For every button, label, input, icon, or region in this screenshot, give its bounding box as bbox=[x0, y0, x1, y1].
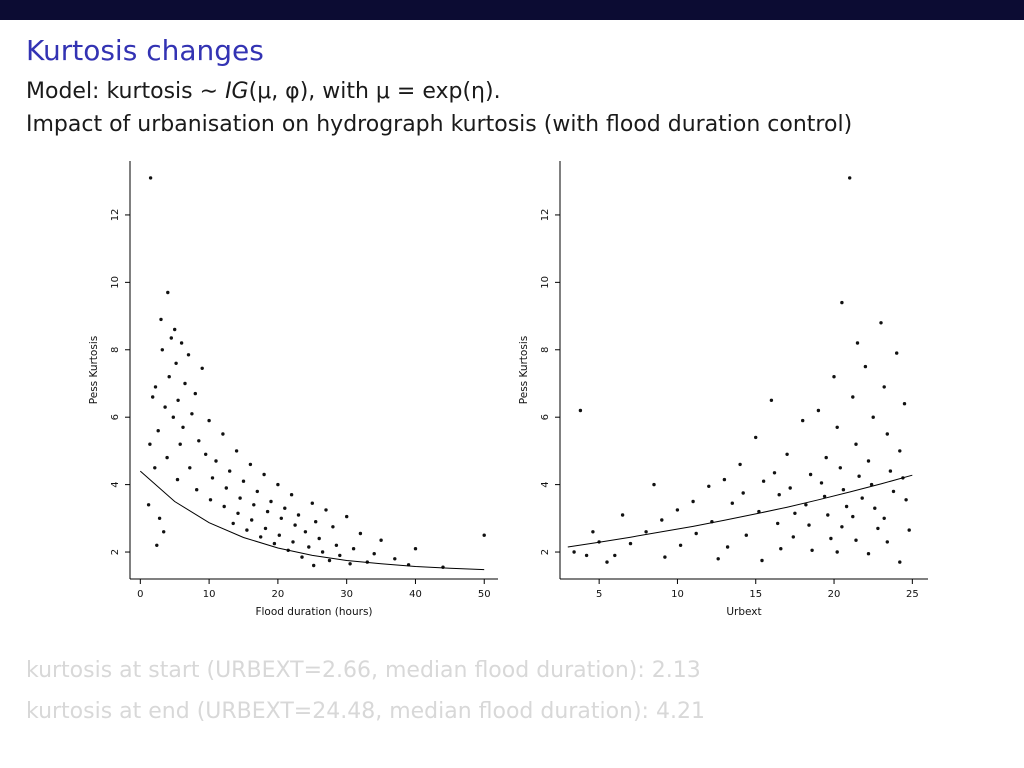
svg-text:8: 8 bbox=[540, 347, 551, 353]
svg-text:Pess Kurtosis: Pess Kurtosis bbox=[88, 336, 100, 404]
header-bar bbox=[0, 0, 1024, 20]
svg-text:20: 20 bbox=[272, 589, 285, 600]
urbext-scatter-svg: 5 10 15 20 25 2 4 6 8 10 12 Urbext Pess Kurtosis bbox=[518, 161, 928, 618]
svg-text:4: 4 bbox=[110, 481, 121, 487]
kurtosis-end-line: kurtosis at end (URBEXT=24.48, median fl… bbox=[26, 698, 705, 724]
svg-text:Urbext: Urbext bbox=[726, 606, 761, 618]
svg-text:2: 2 bbox=[540, 549, 551, 555]
svg-text:15: 15 bbox=[749, 589, 762, 600]
svg-text:30: 30 bbox=[340, 589, 353, 600]
frame-title: Kurtosis changes bbox=[26, 34, 264, 67]
svg-text:0: 0 bbox=[137, 589, 143, 600]
figure-caption: Impact of urbanisation on hydrograph kur… bbox=[26, 112, 853, 137]
svg-text:10: 10 bbox=[671, 589, 684, 600]
svg-text:Flood duration (hours): Flood duration (hours) bbox=[255, 606, 372, 618]
urbext-scatter-plot: 5 10 15 20 25 2 4 6 8 10 12 Urbext Pess Kurtosis bbox=[512, 149, 942, 641]
svg-text:Pess Kurtosis: Pess Kurtosis bbox=[518, 336, 530, 404]
flood-duration-scatter-svg: 0 10 20 30 40 50 2 4 6 8 10 12 Flood duration (hours… bbox=[88, 161, 498, 618]
svg-text:12: 12 bbox=[110, 209, 121, 222]
svg-text:50: 50 bbox=[478, 589, 491, 600]
svg-text:40: 40 bbox=[409, 589, 422, 600]
kurtosis-start-line: kurtosis at start (URBEXT=2.66, median f… bbox=[26, 658, 701, 683]
svg-text:5: 5 bbox=[596, 589, 602, 600]
footer-notes: kurtosis at start (URBEXT=2.66, median f… bbox=[26, 651, 998, 732]
svg-text:20: 20 bbox=[828, 589, 841, 600]
svg-text:10: 10 bbox=[203, 589, 216, 600]
svg-text:12: 12 bbox=[540, 209, 551, 222]
svg-text:10: 10 bbox=[540, 276, 551, 289]
svg-text:6: 6 bbox=[110, 414, 121, 420]
svg-text:25: 25 bbox=[906, 589, 919, 600]
figure-row: 0 10 20 30 40 50 2 4 6 8 10 12 Flood duration (hours… bbox=[26, 149, 998, 641]
model-equation-suffix: (μ, φ), with μ = exp(η). bbox=[248, 79, 501, 104]
svg-text:6: 6 bbox=[540, 414, 551, 420]
model-equation-prefix: Model: kurtosis ∼ bbox=[26, 79, 226, 104]
model-equation: Model: kurtosis ∼ IG(μ, φ), with μ = exp… bbox=[26, 79, 998, 104]
flood-duration-scatter-plot: 0 10 20 30 40 50 2 4 6 8 10 12 Flood duration (hours… bbox=[82, 149, 512, 641]
svg-text:10: 10 bbox=[110, 276, 121, 289]
svg-text:4: 4 bbox=[540, 481, 551, 487]
svg-text:2: 2 bbox=[110, 549, 121, 555]
slide-body: Kurtosis changes Model: kurtosis ∼ IG(μ,… bbox=[0, 20, 1024, 732]
svg-text:8: 8 bbox=[110, 347, 121, 353]
model-distribution-symbol: IG bbox=[225, 79, 249, 104]
